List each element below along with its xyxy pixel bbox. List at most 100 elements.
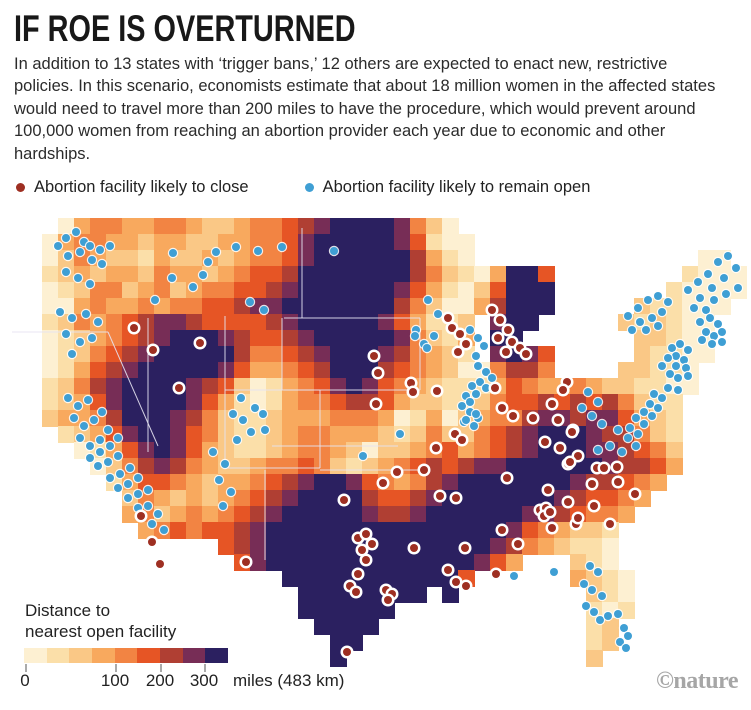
map-cell <box>458 234 475 251</box>
map-cell <box>42 410 59 427</box>
map-cell <box>234 458 251 475</box>
map-cell <box>154 474 171 491</box>
map-cell <box>266 538 283 555</box>
facility-dot-open <box>424 296 432 304</box>
facility-dot-open <box>472 410 480 418</box>
map-cell <box>106 250 123 267</box>
map-cell <box>234 282 251 299</box>
map-cell <box>698 250 715 267</box>
map-cell <box>298 298 315 315</box>
facility-dot-open <box>215 476 223 484</box>
map-cell <box>538 282 555 299</box>
map-cell <box>618 362 635 379</box>
map-cell <box>122 410 139 427</box>
facility-dot-open <box>674 386 682 394</box>
map-cell <box>250 554 267 571</box>
map-cell <box>346 410 363 427</box>
facility-dot-close <box>354 534 362 542</box>
facility-dot-open <box>702 306 710 314</box>
map-cell <box>458 458 475 475</box>
map-cell <box>154 234 171 251</box>
map-cell <box>506 490 523 507</box>
facility-dot-close <box>606 520 614 528</box>
map-cell <box>314 298 331 315</box>
facility-dot-close <box>452 494 460 502</box>
map-cell <box>282 378 299 395</box>
map-cell <box>154 314 171 331</box>
map-cell <box>90 362 107 379</box>
map-cell <box>378 506 395 523</box>
map-cell <box>602 538 619 555</box>
map-cell <box>314 362 331 379</box>
facility-dot-close <box>548 524 556 532</box>
map-cell <box>522 314 539 331</box>
map-cell <box>554 522 571 539</box>
map-cell <box>506 442 523 459</box>
colorbar-tick-label: 200 <box>145 671 175 690</box>
map-cell <box>330 394 347 411</box>
map-cell <box>426 458 443 475</box>
facility-dot-open <box>233 436 241 444</box>
map-cell <box>314 266 331 283</box>
facility-dot-close <box>362 530 370 538</box>
map-cell <box>442 298 459 315</box>
facility-dot-open <box>732 264 740 272</box>
map-cell <box>74 314 91 331</box>
map-cell <box>122 426 139 443</box>
facility-dot-open <box>80 238 88 246</box>
facility-dot-open <box>588 586 596 594</box>
facility-dot-open <box>148 520 156 528</box>
facility-dot-open <box>96 436 104 444</box>
facility-dot-open <box>151 296 159 304</box>
map-cell <box>266 410 283 427</box>
facility-dot-open <box>696 294 704 302</box>
facility-dot-close <box>448 324 456 332</box>
map-cell <box>170 282 187 299</box>
map-cell <box>314 234 331 251</box>
open-dot-swatch <box>304 183 314 192</box>
map-cell <box>618 602 635 619</box>
map-cell <box>298 346 315 363</box>
map-cell <box>410 250 427 267</box>
map-cell <box>618 458 635 475</box>
map-cell <box>410 426 427 443</box>
map-cell <box>442 506 459 523</box>
map-cell <box>314 442 331 459</box>
map-cell <box>522 506 539 523</box>
facility-dot-open <box>580 580 588 588</box>
map-cell <box>586 426 603 443</box>
facility-dot-open <box>482 384 490 392</box>
map-cell <box>330 650 347 667</box>
map-cell <box>106 362 123 379</box>
facility-dot-open <box>472 352 480 360</box>
facility-dot-close <box>590 502 598 510</box>
facility-dot-open <box>596 616 604 624</box>
map-cell <box>346 458 363 475</box>
facility-dot-open <box>622 644 630 652</box>
map-cell <box>122 378 139 395</box>
map-cell <box>394 554 411 571</box>
map-cell <box>394 330 411 347</box>
map-cell <box>282 506 299 523</box>
map-cell <box>218 266 235 283</box>
facility-dot-close <box>432 444 440 452</box>
facility-dot-open <box>718 328 726 336</box>
facility-dot-close <box>410 544 418 552</box>
map-cell <box>218 298 235 315</box>
map-cell <box>298 442 315 459</box>
map-cell <box>490 426 507 443</box>
map-cell <box>538 378 555 395</box>
map-cell <box>250 330 267 347</box>
map-cell <box>506 362 523 379</box>
map-cell <box>634 458 651 475</box>
map-cell <box>682 378 699 395</box>
map-cell <box>186 266 203 283</box>
facility-dot-open <box>634 304 642 312</box>
map-cell <box>522 522 539 539</box>
map-cell <box>458 346 475 363</box>
map-cell <box>330 618 347 635</box>
facility-dot-open <box>126 464 134 472</box>
map-cell <box>330 586 347 603</box>
map-cell <box>154 458 171 475</box>
map-cell <box>282 298 299 315</box>
